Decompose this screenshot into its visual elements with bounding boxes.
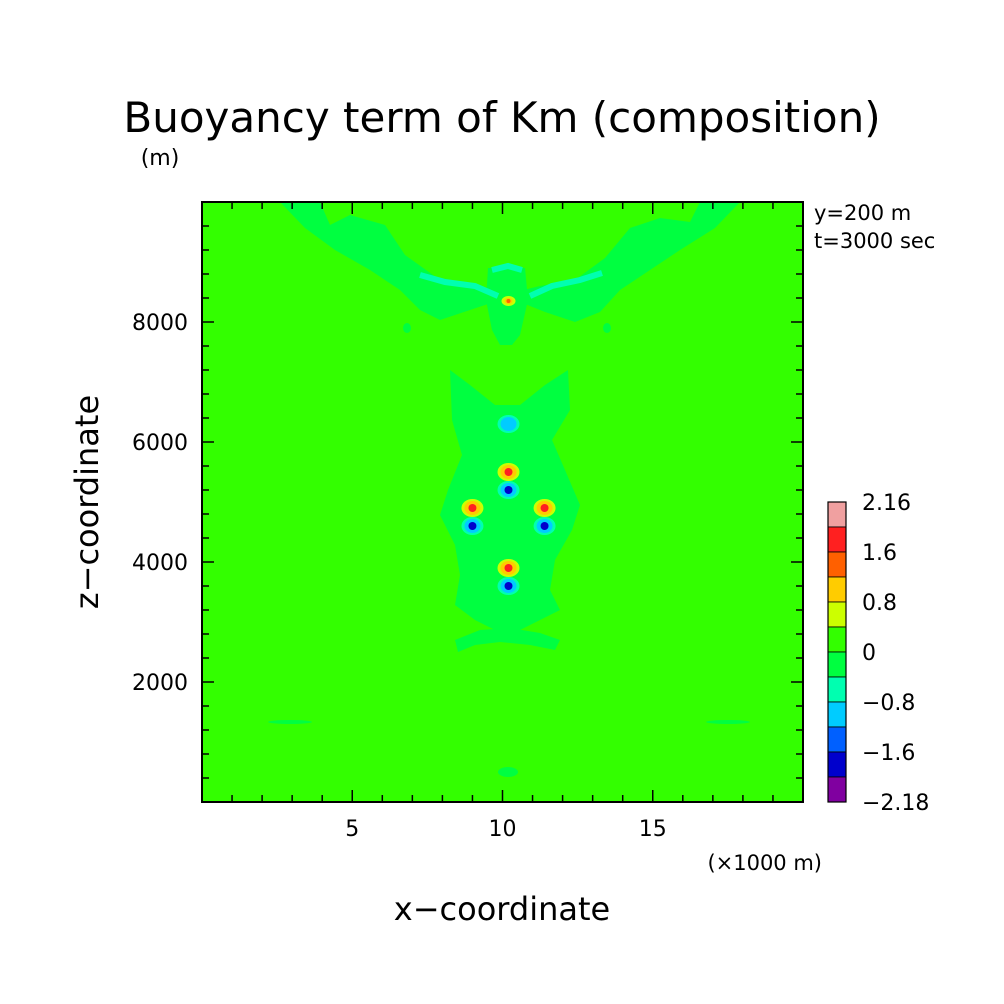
colorbar-swatch <box>827 501 847 528</box>
y-tick-label: 2000 <box>132 671 188 696</box>
unit-label: (m) <box>141 146 180 171</box>
feature-core-4 <box>506 299 511 303</box>
upper-left-plume <box>280 202 500 320</box>
arc-features <box>419 262 603 299</box>
colorbar-label: 0.8 <box>862 591 897 616</box>
annotation-y: y=200 m <box>814 201 911 225</box>
colorbar-label: −2.18 <box>862 791 929 816</box>
left-spot <box>403 323 411 333</box>
lower-blob <box>455 628 560 652</box>
colorbar-swatch <box>827 726 847 753</box>
y-axis-label: z−coordinate <box>68 395 106 609</box>
colorbar-swatch <box>827 676 847 703</box>
feature-core-1 <box>468 504 477 512</box>
x-tick-label: 5 <box>345 817 359 842</box>
feature-core-7 <box>540 522 549 530</box>
y-tick-label: 4000 <box>132 551 188 576</box>
x-tick-label: 15 <box>639 817 667 842</box>
colorbar-swatch <box>827 776 847 803</box>
colorbar-swatch <box>827 526 847 553</box>
axis-ticks <box>202 202 803 802</box>
colorbar-swatch <box>827 601 847 628</box>
colorbar-swatch <box>827 701 847 728</box>
negative-contour-regions <box>268 202 750 777</box>
right-trace <box>706 720 750 724</box>
feature-core-0 <box>504 468 513 476</box>
colorbar-frame <box>827 501 847 803</box>
axis-tick-labels: 5 10 15 2000 4000 6000 8000 <box>132 311 667 842</box>
colorbar-swatch <box>827 576 847 603</box>
chart-title: Buoyancy term of Km (composition) <box>123 93 880 142</box>
feature-core-6 <box>468 522 477 530</box>
y-tick-label: 8000 <box>132 311 188 336</box>
upper-right-plume <box>515 202 740 322</box>
feature-core-5 <box>504 486 513 494</box>
colorbar-swatch <box>827 551 847 578</box>
top-arc <box>491 262 523 273</box>
right-arc <box>528 270 603 299</box>
left-arc <box>419 272 500 299</box>
colorbar: 2.16 1.6 0.8 0 −0.8 −1.6 −2.18 <box>827 491 929 816</box>
feature-markers <box>461 296 556 595</box>
colorbar-swatch <box>827 651 847 678</box>
colorbar-label: 2.16 <box>862 491 911 516</box>
feature-core-9 <box>504 420 513 428</box>
feature-core-8 <box>504 582 513 590</box>
feature-core-2 <box>540 504 549 512</box>
bottom-spot <box>498 767 518 777</box>
colorbar-swatch <box>827 751 847 778</box>
colorbar-label: 1.6 <box>862 541 897 566</box>
colorbar-swatch <box>827 626 847 653</box>
central-column <box>486 268 528 345</box>
x-unit-label: (×1000 m) <box>707 851 822 875</box>
x-tick-label: 10 <box>489 817 517 842</box>
colorbar-label: −0.8 <box>862 691 915 716</box>
x-axis-label: x−coordinate <box>394 890 610 928</box>
left-trace <box>268 720 312 724</box>
mid-body <box>440 370 580 630</box>
y-tick-label: 6000 <box>132 431 188 456</box>
right-spot <box>603 323 611 333</box>
colorbar-label: −1.6 <box>862 741 915 766</box>
colorbar-label: 0 <box>862 641 876 666</box>
feature-core-3 <box>504 564 513 572</box>
annotation-t: t=3000 sec <box>814 229 935 253</box>
